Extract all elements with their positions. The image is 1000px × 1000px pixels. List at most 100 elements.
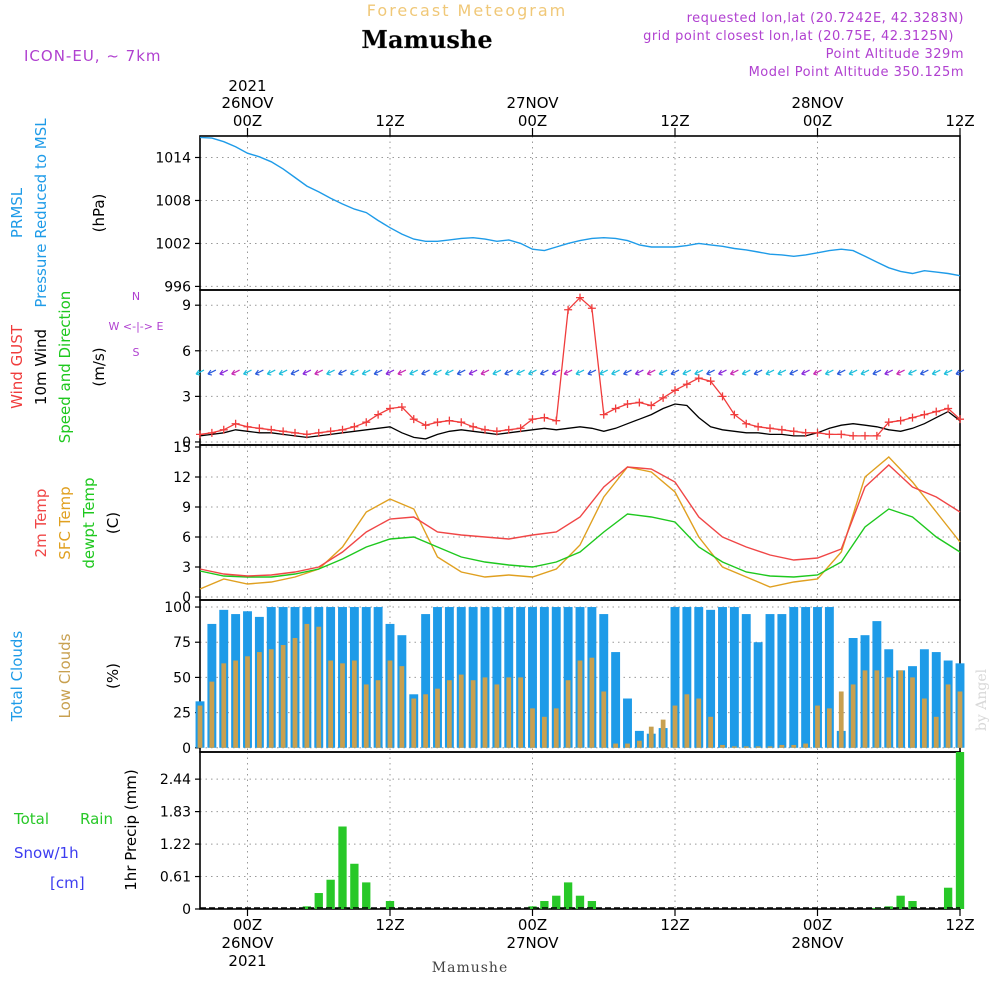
- low-cloud-bar-19: [423, 694, 428, 748]
- precip-bar-9: [302, 906, 312, 909]
- gust-marker-37: [635, 398, 644, 407]
- wind-direction-arrow-6: [266, 369, 276, 376]
- gust-marker-3: [231, 419, 240, 428]
- wind-direction-arrow-5: [254, 369, 264, 376]
- gust-marker-1: [207, 428, 216, 437]
- precip-ytick-label-4: 2.44: [160, 772, 191, 788]
- low-cloud-bar-17: [399, 666, 405, 748]
- gust-marker-42: [694, 374, 703, 383]
- total-cloud-bar-31: [563, 607, 573, 748]
- wind-direction-arrow-31: [563, 369, 573, 376]
- temp-frame: [199, 444, 961, 601]
- wind-direction-arrow-17: [397, 369, 407, 376]
- low-cloud-bar-64: [957, 691, 963, 748]
- gust-marker-27: [516, 424, 525, 433]
- top-hour-label-2: 00Z: [518, 112, 547, 130]
- gust-marker-53: [825, 430, 834, 439]
- bottom-hour-label-3: 12Z: [660, 916, 689, 934]
- top-hour-label-1: 12Z: [375, 112, 404, 130]
- bottom-hour-label-0: 00Z: [233, 916, 262, 934]
- gust-marker-29: [540, 413, 549, 422]
- bottom-date-label-0-1: 2021: [228, 952, 266, 970]
- wind-direction-arrow-43: [706, 369, 715, 376]
- low-cloud-bar-10: [316, 626, 322, 748]
- clouds-unit: (%): [104, 663, 122, 689]
- clouds-label-2: Low Clouds: [56, 633, 74, 718]
- gust-marker-56: [861, 431, 869, 440]
- precip-bar-33: [587, 901, 597, 909]
- total-cloud-bar-50: [789, 607, 799, 748]
- gust-marker-0: [196, 430, 204, 439]
- total-cloud-bar-43: [706, 609, 716, 748]
- low-cloud-bar-53: [827, 708, 832, 748]
- wind-10m-line: [199, 403, 961, 440]
- low-cloud-bar-22: [458, 674, 464, 748]
- gust-marker-48: [766, 424, 774, 433]
- temp-ytick-label-4: 12: [173, 470, 191, 486]
- pressure-ytick-label-0: 996: [164, 279, 191, 295]
- low-cloud-bar-23: [470, 680, 476, 748]
- wind-direction-arrow-44: [718, 369, 727, 376]
- precip-bar-14: [362, 882, 371, 909]
- bottom-hour-label-2: 00Z: [518, 916, 547, 934]
- wind-direction-arrow-24: [480, 369, 490, 376]
- low-cloud-bar-51: [803, 743, 808, 748]
- top-hour-label-3: 12Z: [660, 112, 689, 130]
- wind-direction-arrow-60: [908, 369, 917, 376]
- compass-north: N: [132, 290, 140, 303]
- gust-marker-45: [730, 410, 739, 419]
- total-cloud-bar-47: [753, 642, 763, 748]
- total-cloud-bar-37: [634, 730, 644, 748]
- wind-direction-arrow-4: [243, 369, 252, 376]
- gust-marker-15: [374, 410, 383, 419]
- pressure-frame: [199, 135, 961, 291]
- gust-marker-10: [314, 428, 323, 437]
- wind-direction-arrow-20: [433, 369, 442, 376]
- wind-direction-arrow-35: [611, 369, 620, 376]
- total-cloud-bar-29: [539, 607, 549, 748]
- low-cloud-bar-3: [233, 660, 238, 748]
- precip-bar-10: [314, 893, 323, 909]
- wind-direction-arrow-28: [528, 369, 537, 376]
- wind-direction-arrow-57: [872, 369, 882, 376]
- gust-marker-8: [291, 428, 299, 437]
- pressure-unit: (hPa): [90, 194, 108, 233]
- wind-direction-arrow-2: [219, 369, 229, 376]
- wind-label-3: Speed and Direction: [56, 291, 74, 444]
- wind-direction-arrow-12: [338, 369, 347, 376]
- precip-bar-16: [385, 901, 395, 909]
- gust-marker-44: [718, 392, 727, 401]
- gust-marker-24: [481, 425, 489, 434]
- low-cloud-bar-13: [352, 660, 357, 748]
- gust-marker-32: [576, 293, 584, 302]
- clouds-ytick-label-1: 25: [173, 706, 191, 722]
- gust-marker-6: [267, 425, 276, 434]
- low-cloud-bar-7: [280, 645, 286, 748]
- wind-direction-arrow-26: [504, 369, 514, 376]
- wind-direction-arrow-14: [361, 369, 371, 376]
- total-cloud-bar-35: [611, 652, 621, 748]
- low-cloud-bar-34: [601, 691, 607, 748]
- top-hour-label-0: 00Z: [233, 112, 262, 130]
- low-cloud-bar-37: [637, 740, 642, 748]
- total-cloud-bar-53: [824, 607, 834, 748]
- total-cloud-bar-23: [468, 607, 478, 748]
- gust-marker-47: [754, 422, 763, 431]
- low-cloud-bar-20: [435, 688, 440, 748]
- gust-marker-14: [362, 418, 371, 427]
- bottom-hour-label-5: 12Z: [945, 916, 974, 934]
- wind-direction-arrow-1: [207, 369, 217, 376]
- low-cloud-bar-55: [850, 684, 856, 748]
- low-cloud-bar-0: [197, 705, 203, 748]
- wind-unit: (m/s): [90, 347, 108, 386]
- low-cloud-bar-16: [387, 660, 393, 748]
- precip-total-label: Total: [13, 810, 49, 828]
- wind-direction-arrow-58: [884, 369, 894, 376]
- gust-marker-18: [409, 415, 418, 424]
- clouds-ytick-label-2: 50: [173, 670, 191, 686]
- low-cloud-bar-42: [696, 698, 702, 748]
- low-cloud-bar-11: [328, 660, 333, 748]
- location-title: Mamushe: [361, 25, 492, 54]
- gust-marker-11: [326, 427, 335, 436]
